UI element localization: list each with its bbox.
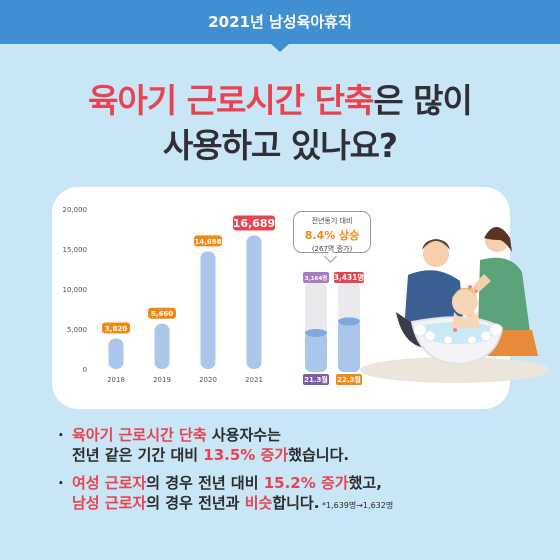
callout-bottom: (267명 증가): [311, 245, 353, 253]
duration-fill-top: [338, 317, 360, 326]
bullet-marker: ·: [58, 474, 64, 492]
data-label-box: [148, 307, 176, 319]
bullet-2-part-4: 했고,: [348, 474, 382, 492]
bullet-1-line2-part-2: 13.5% 증가: [203, 446, 289, 464]
mom-figure: [466, 227, 538, 356]
bullet-2-line2-part-3: 비슷: [244, 494, 273, 512]
bullet-2-part-2: 의 경우 전년 대비: [146, 474, 264, 492]
bullet-2: · 여성 근로자의 경우 전년 대비 15.2% 증가했고, 남성 근로자의 경…: [58, 473, 538, 516]
bullet-1-line-1: 육아기 근로시간 단축 사용자수는: [72, 425, 538, 445]
y-tick-label: 0: [83, 366, 87, 374]
y-tick-label: 10,000: [63, 286, 88, 294]
duration-bottom-label: 21.3월: [304, 375, 328, 384]
bar: [108, 338, 124, 369]
banner: 2021년 남성육아휴직: [0, 0, 560, 44]
bullet-1-line2-part-1: 전년 같은 기간 대비: [72, 446, 204, 464]
bar: [200, 251, 216, 369]
bullet-2-line-1: 여성 근로자의 경우 전년 대비 15.2% 증가했고,: [72, 473, 538, 493]
bullet-2-line2-part-2: 의 경우 전년과: [146, 494, 245, 512]
duration-top-label: 3,431명: [334, 272, 365, 282]
duration-fill: [338, 320, 360, 372]
banner-pointer: [270, 43, 290, 52]
data-label: 5,660: [151, 310, 173, 318]
bullet-1-part-1: 육아기 근로시간 단축: [72, 426, 207, 444]
x-tick-label: 2019: [153, 376, 171, 384]
headline-line-2: 사용하고 있나요?: [162, 126, 398, 165]
duration-bottom-label-box: [336, 374, 362, 385]
data-label: 14,698: [194, 238, 221, 246]
data-label: 3,820: [105, 325, 127, 333]
bullet-2-line2-part-4: 합니다.: [272, 494, 320, 512]
x-tick-label: 2018: [107, 376, 125, 384]
bullet-1: · 육아기 근로시간 단축 사용자수는 전년 같은 기간 대비 13.5% 증가…: [58, 425, 538, 465]
bar: [246, 235, 262, 369]
duration-bottom-label-box: [303, 374, 329, 385]
bullet-2-line-2: 남성 근로자의 경우 전년과 비슷합니다. *1,639명→1,632명: [72, 493, 538, 516]
y-tick-label: 15,000: [63, 246, 88, 254]
bullet-2-footnote: *1,639명→1,632명: [319, 501, 394, 510]
bullet-2-line2-part-1: 남성 근로자: [72, 494, 147, 512]
data-label-box: [194, 235, 222, 247]
bullet-1-part-2: 사용자수는: [206, 426, 281, 444]
data-label-box: [233, 215, 275, 231]
banner-title: 2021년 남성육아휴직: [208, 13, 352, 31]
duration-top-label: 3,164명: [305, 274, 327, 282]
duration-fill: [305, 331, 327, 372]
x-tick-label: 2020: [199, 376, 217, 384]
headline-highlight: 육아기 근로시간 단축: [88, 81, 374, 120]
headline-rest: 은 많이: [373, 81, 473, 120]
duration-top-label-box: [303, 272, 329, 283]
data-label-box: [102, 322, 130, 334]
y-tick-label: 5,000: [67, 326, 87, 334]
duration-fill-top: [305, 328, 327, 337]
callout-top: 전년동기 대비: [311, 217, 353, 225]
bar: [154, 323, 170, 369]
bullet-marker: ·: [58, 426, 64, 444]
growth-callout: 전년동기 대비 8.4% 상승 (267명 증가): [293, 211, 371, 253]
headline-line-1: 육아기 근로시간 단축은 많이: [0, 74, 560, 122]
bullet-2-part-1: 여성 근로자: [72, 474, 147, 492]
bullet-list: · 육아기 근로시간 단축 사용자수는 전년 같은 기간 대비 13.5% 증가…: [58, 425, 538, 524]
callout-value: 8.4% 상승: [304, 229, 360, 242]
data-label: 16,689: [233, 217, 275, 230]
duration-bottom-label: 22.3월: [337, 375, 361, 384]
bullet-2-part-3: 15.2% 증가: [263, 474, 349, 492]
bullet-1-line2-part-3: 했습니다.: [288, 446, 350, 464]
x-tick-label: 2021: [245, 376, 263, 384]
y-tick-label: 20,000: [63, 206, 88, 214]
bullet-1-line-2: 전년 같은 기간 대비 13.5% 증가했습니다.: [72, 445, 538, 465]
duration-top-label-box: [334, 272, 364, 283]
